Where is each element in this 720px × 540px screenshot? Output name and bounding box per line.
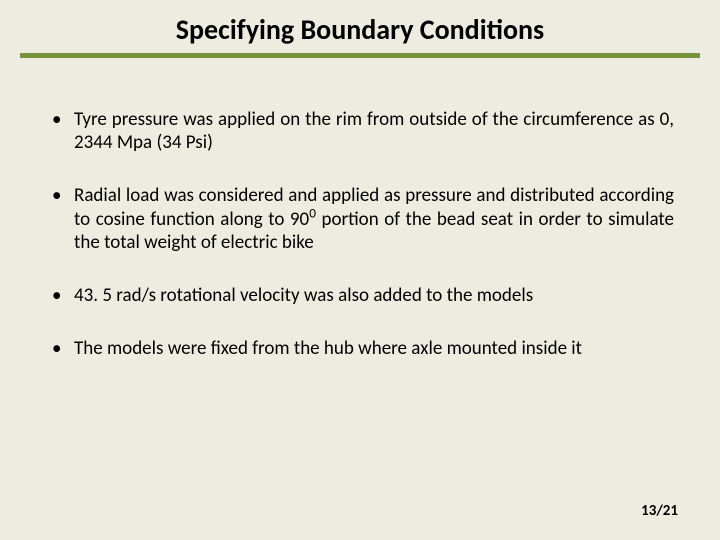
slide-title: Specifying Boundary Conditions xyxy=(176,12,544,47)
content-area: Tyre pressure was applied on the rim fro… xyxy=(0,58,720,360)
bullet-superscript: 0 xyxy=(309,204,316,221)
list-item: Tyre pressure was applied on the rim fro… xyxy=(46,108,674,154)
bullet-list: Tyre pressure was applied on the rim fro… xyxy=(46,108,674,360)
slide: Specifying Boundary Conditions Tyre pres… xyxy=(0,0,720,540)
list-item: 43. 5 rad/s rotational velocity was also… xyxy=(46,284,674,307)
page-number: 13/21 xyxy=(641,502,678,520)
bullet-text: Tyre pressure was applied on the rim fro… xyxy=(74,108,674,154)
list-item: The models were fixed from the hub where… xyxy=(46,337,674,360)
list-item: Radial load was considered and applied a… xyxy=(46,184,674,254)
title-wrap: Specifying Boundary Conditions xyxy=(0,12,720,53)
bullet-text: The models were fixed from the hub where… xyxy=(74,337,582,360)
bullet-text: 43. 5 rad/s rotational velocity was also… xyxy=(74,284,533,307)
